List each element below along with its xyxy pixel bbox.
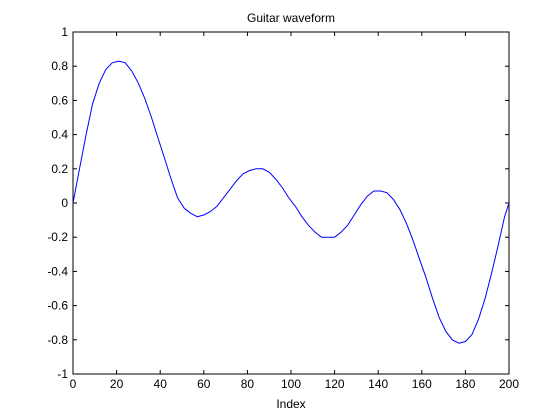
x-tick-label: 40 bbox=[154, 377, 168, 391]
y-tick-label: 1 bbox=[61, 25, 68, 39]
x-tick-label: 160 bbox=[412, 377, 432, 391]
x-tick-label: 180 bbox=[455, 377, 475, 391]
x-tick-label: 140 bbox=[368, 377, 388, 391]
chart-title: Guitar waveform bbox=[247, 11, 335, 25]
x-tick-label: 80 bbox=[241, 377, 255, 391]
x-axis-label: Index bbox=[276, 397, 305, 411]
series-line-waveform bbox=[72, 60, 510, 344]
x-tick-label: 100 bbox=[281, 377, 301, 391]
y-tick-label: -0.6 bbox=[47, 299, 68, 313]
y-tick-label: 0.2 bbox=[51, 162, 68, 176]
y-axis-ticks: -1 -0.8 -0.6 -0.4 -0.2 0 0.2 0.4 0.6 0.8 1 bbox=[47, 25, 509, 381]
y-tick-label: -0.8 bbox=[47, 333, 68, 347]
x-tick-label: 0 bbox=[70, 377, 77, 391]
y-tick-label: 0 bbox=[61, 196, 68, 210]
y-tick-label: 0.6 bbox=[51, 93, 68, 107]
y-tick-label: 0.4 bbox=[51, 128, 68, 142]
y-tick-label: -0.2 bbox=[47, 230, 68, 244]
x-tick-label: 20 bbox=[110, 377, 124, 391]
x-axis-ticks: 0 20 40 60 80 100 120 140 160 180 200 bbox=[70, 32, 519, 391]
plot-area bbox=[72, 31, 510, 375]
y-tick-label: -1 bbox=[57, 367, 68, 381]
y-tick-label: 0.8 bbox=[51, 59, 68, 73]
x-tick-label: 120 bbox=[325, 377, 345, 391]
x-tick-label: 200 bbox=[499, 377, 519, 391]
x-tick-label: 60 bbox=[197, 377, 211, 391]
y-tick-label: -0.4 bbox=[47, 264, 68, 278]
